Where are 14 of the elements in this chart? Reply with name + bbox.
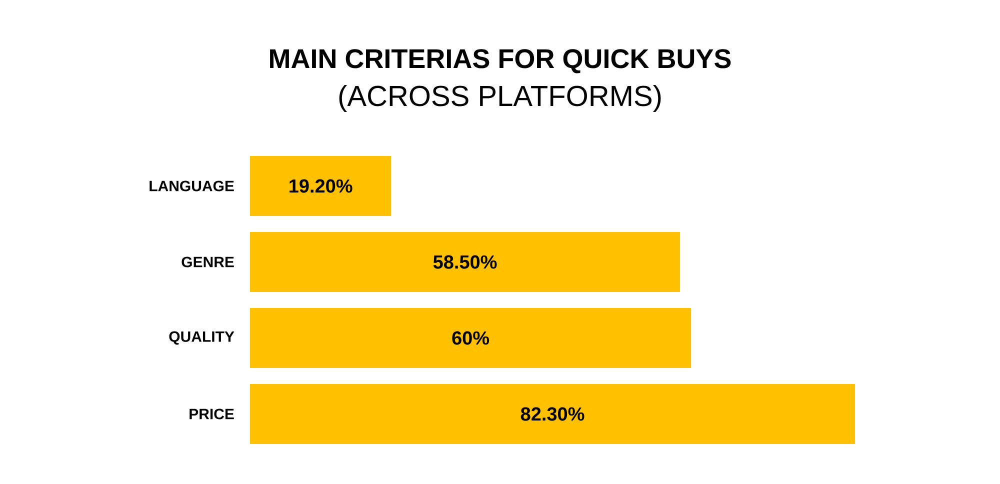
data-label: 58.50% (433, 255, 497, 269)
y-tick-label: QUALITY (169, 331, 234, 345)
bar (250, 384, 856, 444)
data-label: 19.20% (290, 179, 352, 193)
chart-title: MAIN CRITERIAS FOR QUICK BUYS (270, 49, 731, 74)
bar (250, 308, 692, 368)
data-label: 82.30% (520, 407, 584, 421)
data-label: 60% (452, 331, 490, 345)
y-tick-label: PRICE (190, 408, 234, 420)
y-tick-label: GENRE (182, 256, 234, 268)
chart-subtitle: (ACROSS PLATFORMS) (339, 84, 661, 112)
bar (250, 232, 680, 292)
y-tick-label: LANGUAGE (150, 180, 234, 192)
bar (250, 156, 392, 216)
